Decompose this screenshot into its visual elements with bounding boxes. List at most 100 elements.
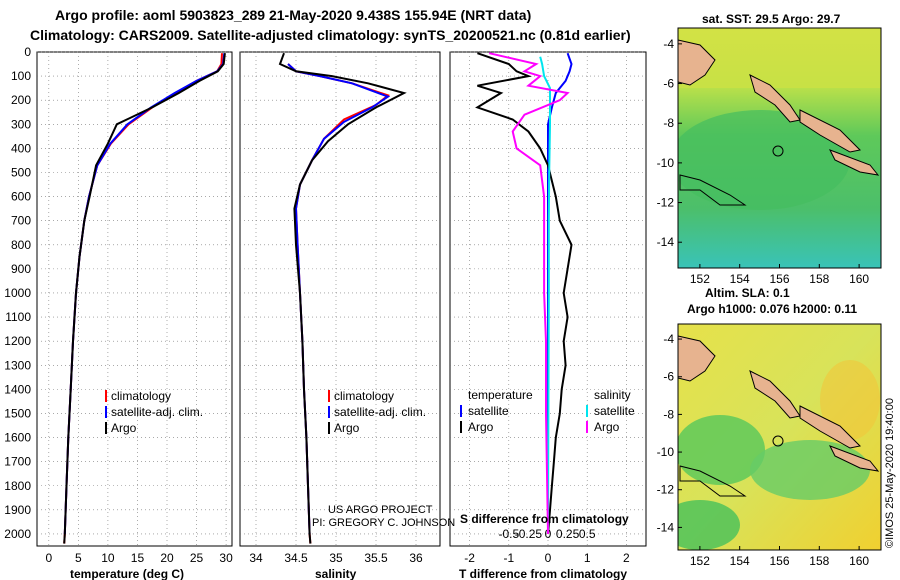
- argo-float-marker: [772, 145, 784, 157]
- depth-tick-label: 300: [11, 117, 31, 131]
- x-tick-label: -2: [464, 551, 475, 565]
- depth-tick-label: 1300: [4, 358, 31, 372]
- difference-legend: temperature satellite Argo salinity sate…: [460, 388, 635, 434]
- depth-tick-label: 700: [11, 214, 31, 228]
- map-lat-tick-label: -6: [663, 77, 674, 91]
- depth-tick-label: 1200: [4, 334, 31, 348]
- sla-map: [678, 324, 881, 550]
- series-differences-salinity-satellite: [539, 56, 551, 535]
- depth-tick-label: 1600: [4, 431, 31, 445]
- imos-stamp: ©IMOS 25-May-2020 19:40:00: [884, 398, 896, 548]
- map-lon-tick-label: 158: [809, 272, 829, 286]
- map-lat-tick-label: -12: [657, 196, 675, 210]
- x-tick-label: 36: [409, 551, 423, 565]
- map-lat-tick-label: -14: [657, 520, 675, 534]
- x-axes: 0 5 10 15 20 25 30 34 34.5 35 35.5 36 -2 -1 0 1 2 -0.5-0.…: [45, 527, 630, 565]
- legend-label-climatology: climatology: [334, 389, 394, 403]
- grid-layer: [37, 51, 646, 546]
- depth-tick-label: 900: [11, 262, 31, 276]
- argo-float-marker: [772, 435, 784, 447]
- salinity-legend: climatology satellite-adj. clim. Argo: [328, 389, 426, 435]
- legend-label-satellite: satellite-adj. clim.: [334, 405, 426, 419]
- depth-tick-label: 1400: [4, 382, 31, 396]
- depth-tick-label: 1500: [4, 406, 31, 420]
- land-choiseul: [799, 405, 862, 449]
- map-lat-tick-label: -6: [663, 370, 674, 384]
- land-choiseul: [799, 109, 862, 153]
- legend-label-s-satellite: satellite: [594, 404, 635, 418]
- x-tick-label: 35: [329, 551, 343, 565]
- depth-tick-label: 1100: [5, 310, 31, 324]
- map-lon-tick-label: 152: [690, 272, 710, 286]
- series-differences-temperature-satellite: [547, 52, 573, 534]
- depth-tick-label: 2000: [4, 527, 31, 541]
- legend-label-argo: Argo: [111, 421, 137, 435]
- x-tick-label: 34.5: [284, 551, 308, 565]
- map-lat-tick-label: -12: [657, 483, 675, 497]
- x-tick-label: 20: [160, 551, 174, 565]
- depth-tick-label: 1800: [4, 479, 31, 493]
- x-tick-label: 35.5: [364, 551, 388, 565]
- legend-label-t-satellite: satellite: [468, 404, 509, 418]
- s-difference-axis-label: S difference from climatology: [460, 512, 629, 526]
- series-salinity-satellite-adj-clim-: [287, 63, 391, 535]
- land-bougainville: [749, 74, 801, 123]
- map2-axes: 152 154 156 158 160 -4 -6 -8 -10 -12 -14: [657, 332, 870, 568]
- map-lat-tick-label: -14: [657, 235, 675, 249]
- land-santa-isabel: [828, 445, 880, 472]
- title-line-1: Argo profile: aoml 5903823_289 21-May-20…: [55, 7, 531, 23]
- map-lat-tick-label: -10: [657, 156, 675, 170]
- x-tick-label: 30: [219, 551, 233, 565]
- legend-title-temperature: temperature: [468, 388, 533, 402]
- legend-label-t-argo: Argo: [468, 420, 494, 434]
- temperature-legend: climatology satellite-adj. clim. Argo: [105, 389, 203, 435]
- x-top-tick-label: 0.5: [579, 527, 596, 541]
- map-lat-tick-label: -8: [663, 116, 674, 130]
- t-difference-axis-label: T difference from climatology: [459, 567, 627, 580]
- map-lon-tick-label: 156: [769, 554, 789, 568]
- map-lat-tick-label: -10: [657, 445, 675, 459]
- coastline-png: [679, 465, 747, 497]
- sla-high-1: [820, 360, 880, 440]
- map2-title-line-2: Argo h1000: 0.076 h2000: 0.11: [687, 302, 857, 316]
- map-lon-tick-label: 154: [730, 554, 750, 568]
- x-tick-label: 15: [131, 551, 145, 565]
- depth-tick-label: 400: [11, 141, 31, 155]
- series-salinity-climatology: [287, 63, 391, 544]
- series-layer: [63, 52, 573, 544]
- map-lon-tick-label: 152: [690, 554, 710, 568]
- x-tick-label: 2: [623, 551, 630, 565]
- map2-title-line-1: Altim. SLA: 0.1: [705, 286, 790, 300]
- legend-label-climatology: climatology: [111, 389, 171, 403]
- series-differences-temperature-argo: [475, 52, 573, 535]
- sst-map: [678, 28, 881, 268]
- x-tick-label: 0: [45, 551, 52, 565]
- coastline-png: [679, 174, 747, 206]
- sla-low-2: [750, 440, 870, 500]
- series-differences-salinity-argo: [488, 52, 570, 535]
- series-temperature-climatology: [63, 53, 223, 544]
- depth-tick-label: 100: [11, 69, 31, 83]
- temperature-panel-frame: [36, 51, 233, 547]
- map1-title: sat. SST: 29.5 Argo: 29.7: [702, 12, 841, 26]
- series-temperature-argo: [63, 53, 226, 544]
- legend-label-satellite: satellite-adj. clim.: [111, 405, 203, 419]
- depth-tick-label: 500: [11, 165, 31, 179]
- x-tick-label: 1: [584, 551, 591, 565]
- map-lon-tick-label: 154: [730, 272, 750, 286]
- map-lon-tick-label: 160: [849, 554, 869, 568]
- depth-tick-label: 200: [11, 93, 31, 107]
- depth-tick-label: 0: [24, 45, 31, 59]
- x-tick-label: 5: [75, 551, 82, 565]
- depth-tick-label: 1900: [4, 503, 31, 517]
- depth-tick-label: 1000: [4, 286, 31, 300]
- depth-axis: 0 100 200 300 400 500 600 700 800 900 1000 1100 1200…: [4, 45, 31, 541]
- land-new-britain: [678, 39, 716, 86]
- series-temperature-satellite-adj-clim-: [63, 53, 226, 535]
- x-tick-label: 10: [101, 551, 115, 565]
- map-lon-tick-label: 160: [849, 272, 869, 286]
- x-top-tick-label: 0.25: [556, 527, 580, 541]
- x-tick-label: -1: [503, 551, 514, 565]
- depth-tick-label: 800: [11, 238, 31, 252]
